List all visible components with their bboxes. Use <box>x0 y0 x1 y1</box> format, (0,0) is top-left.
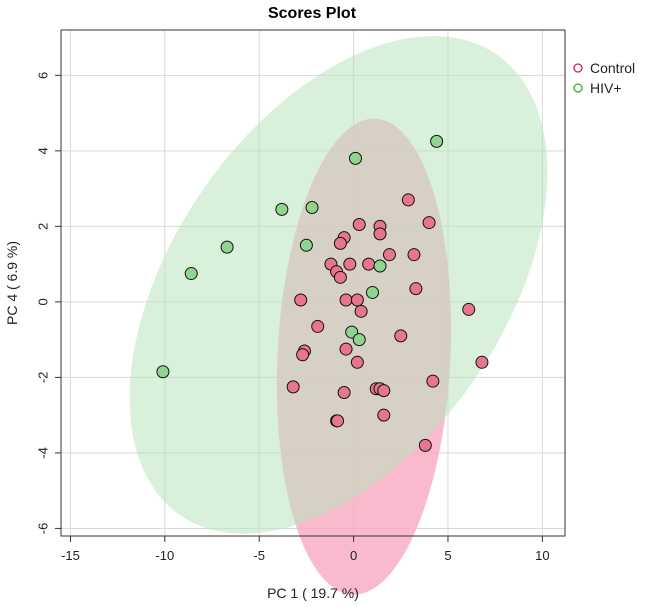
x-tick-label: -10 <box>155 548 174 563</box>
point-control <box>377 408 391 422</box>
point-control <box>418 438 432 452</box>
x-axis-label: PC 1 ( 19.7 %) <box>267 585 359 601</box>
point-control <box>286 380 300 394</box>
point-control <box>343 257 357 271</box>
x-tick-label: -5 <box>253 548 265 563</box>
legend-marker-control <box>573 63 583 73</box>
point-control <box>339 342 353 356</box>
point-control <box>350 355 364 369</box>
point-control <box>311 319 325 333</box>
x-tick-label: 5 <box>444 548 451 563</box>
point-control <box>377 384 391 398</box>
point-control <box>426 374 440 388</box>
plot-frame <box>60 29 566 537</box>
point-control <box>409 282 423 296</box>
y-tick-label: 6 <box>36 72 51 79</box>
axes: -15 -10 -5 0 5 10 -6 -4 -2 0 2 4 6 <box>36 72 550 563</box>
y-axis-label: PC 4 ( 6.9 %) <box>4 241 20 325</box>
point-control <box>333 236 347 250</box>
confidence-ellipses <box>129 36 548 595</box>
point-hiv <box>156 365 170 379</box>
point-control <box>422 216 436 230</box>
y-tick-label: 4 <box>36 147 51 154</box>
data-points <box>156 134 489 452</box>
point-control <box>373 227 387 241</box>
point-control <box>382 248 396 262</box>
x-tick-label: -15 <box>61 548 80 563</box>
y-tick-label: 0 <box>36 298 51 305</box>
x-tick-label: 10 <box>535 548 549 563</box>
legend-marker-hiv <box>573 83 583 93</box>
legend-label-hiv: HIV+ <box>590 80 622 96</box>
point-hiv <box>220 240 234 254</box>
point-control <box>337 386 351 400</box>
point-hiv <box>305 200 319 214</box>
point-hiv <box>352 333 366 347</box>
point-control <box>296 348 310 362</box>
point-control <box>394 329 408 343</box>
point-hiv <box>365 285 379 299</box>
point-control <box>333 270 347 284</box>
legend: Control HIV+ <box>573 60 635 96</box>
point-control <box>352 217 366 231</box>
y-tick-label: -2 <box>36 372 51 384</box>
x-tick-label: 0 <box>350 548 357 563</box>
point-hiv <box>184 267 198 281</box>
point-control <box>407 248 421 262</box>
chart-title: Scores Plot <box>268 5 357 22</box>
point-control <box>475 355 489 369</box>
point-hiv <box>430 134 444 148</box>
point-hiv <box>348 151 362 165</box>
point-control <box>462 302 476 316</box>
point-control <box>339 293 353 307</box>
point-hiv <box>373 259 387 273</box>
y-tick-label: 2 <box>36 223 51 230</box>
y-tick-label: -6 <box>36 523 51 535</box>
ellipse-hiv <box>129 36 548 534</box>
point-hiv <box>299 238 313 252</box>
point-control <box>362 257 376 271</box>
point-control <box>331 414 345 428</box>
point-control <box>354 304 368 318</box>
point-control <box>401 193 415 207</box>
point-control <box>350 293 364 307</box>
y-tick-label: -4 <box>36 447 51 459</box>
point-hiv <box>275 202 289 216</box>
legend-label-control: Control <box>590 60 635 76</box>
point-control <box>294 293 308 307</box>
